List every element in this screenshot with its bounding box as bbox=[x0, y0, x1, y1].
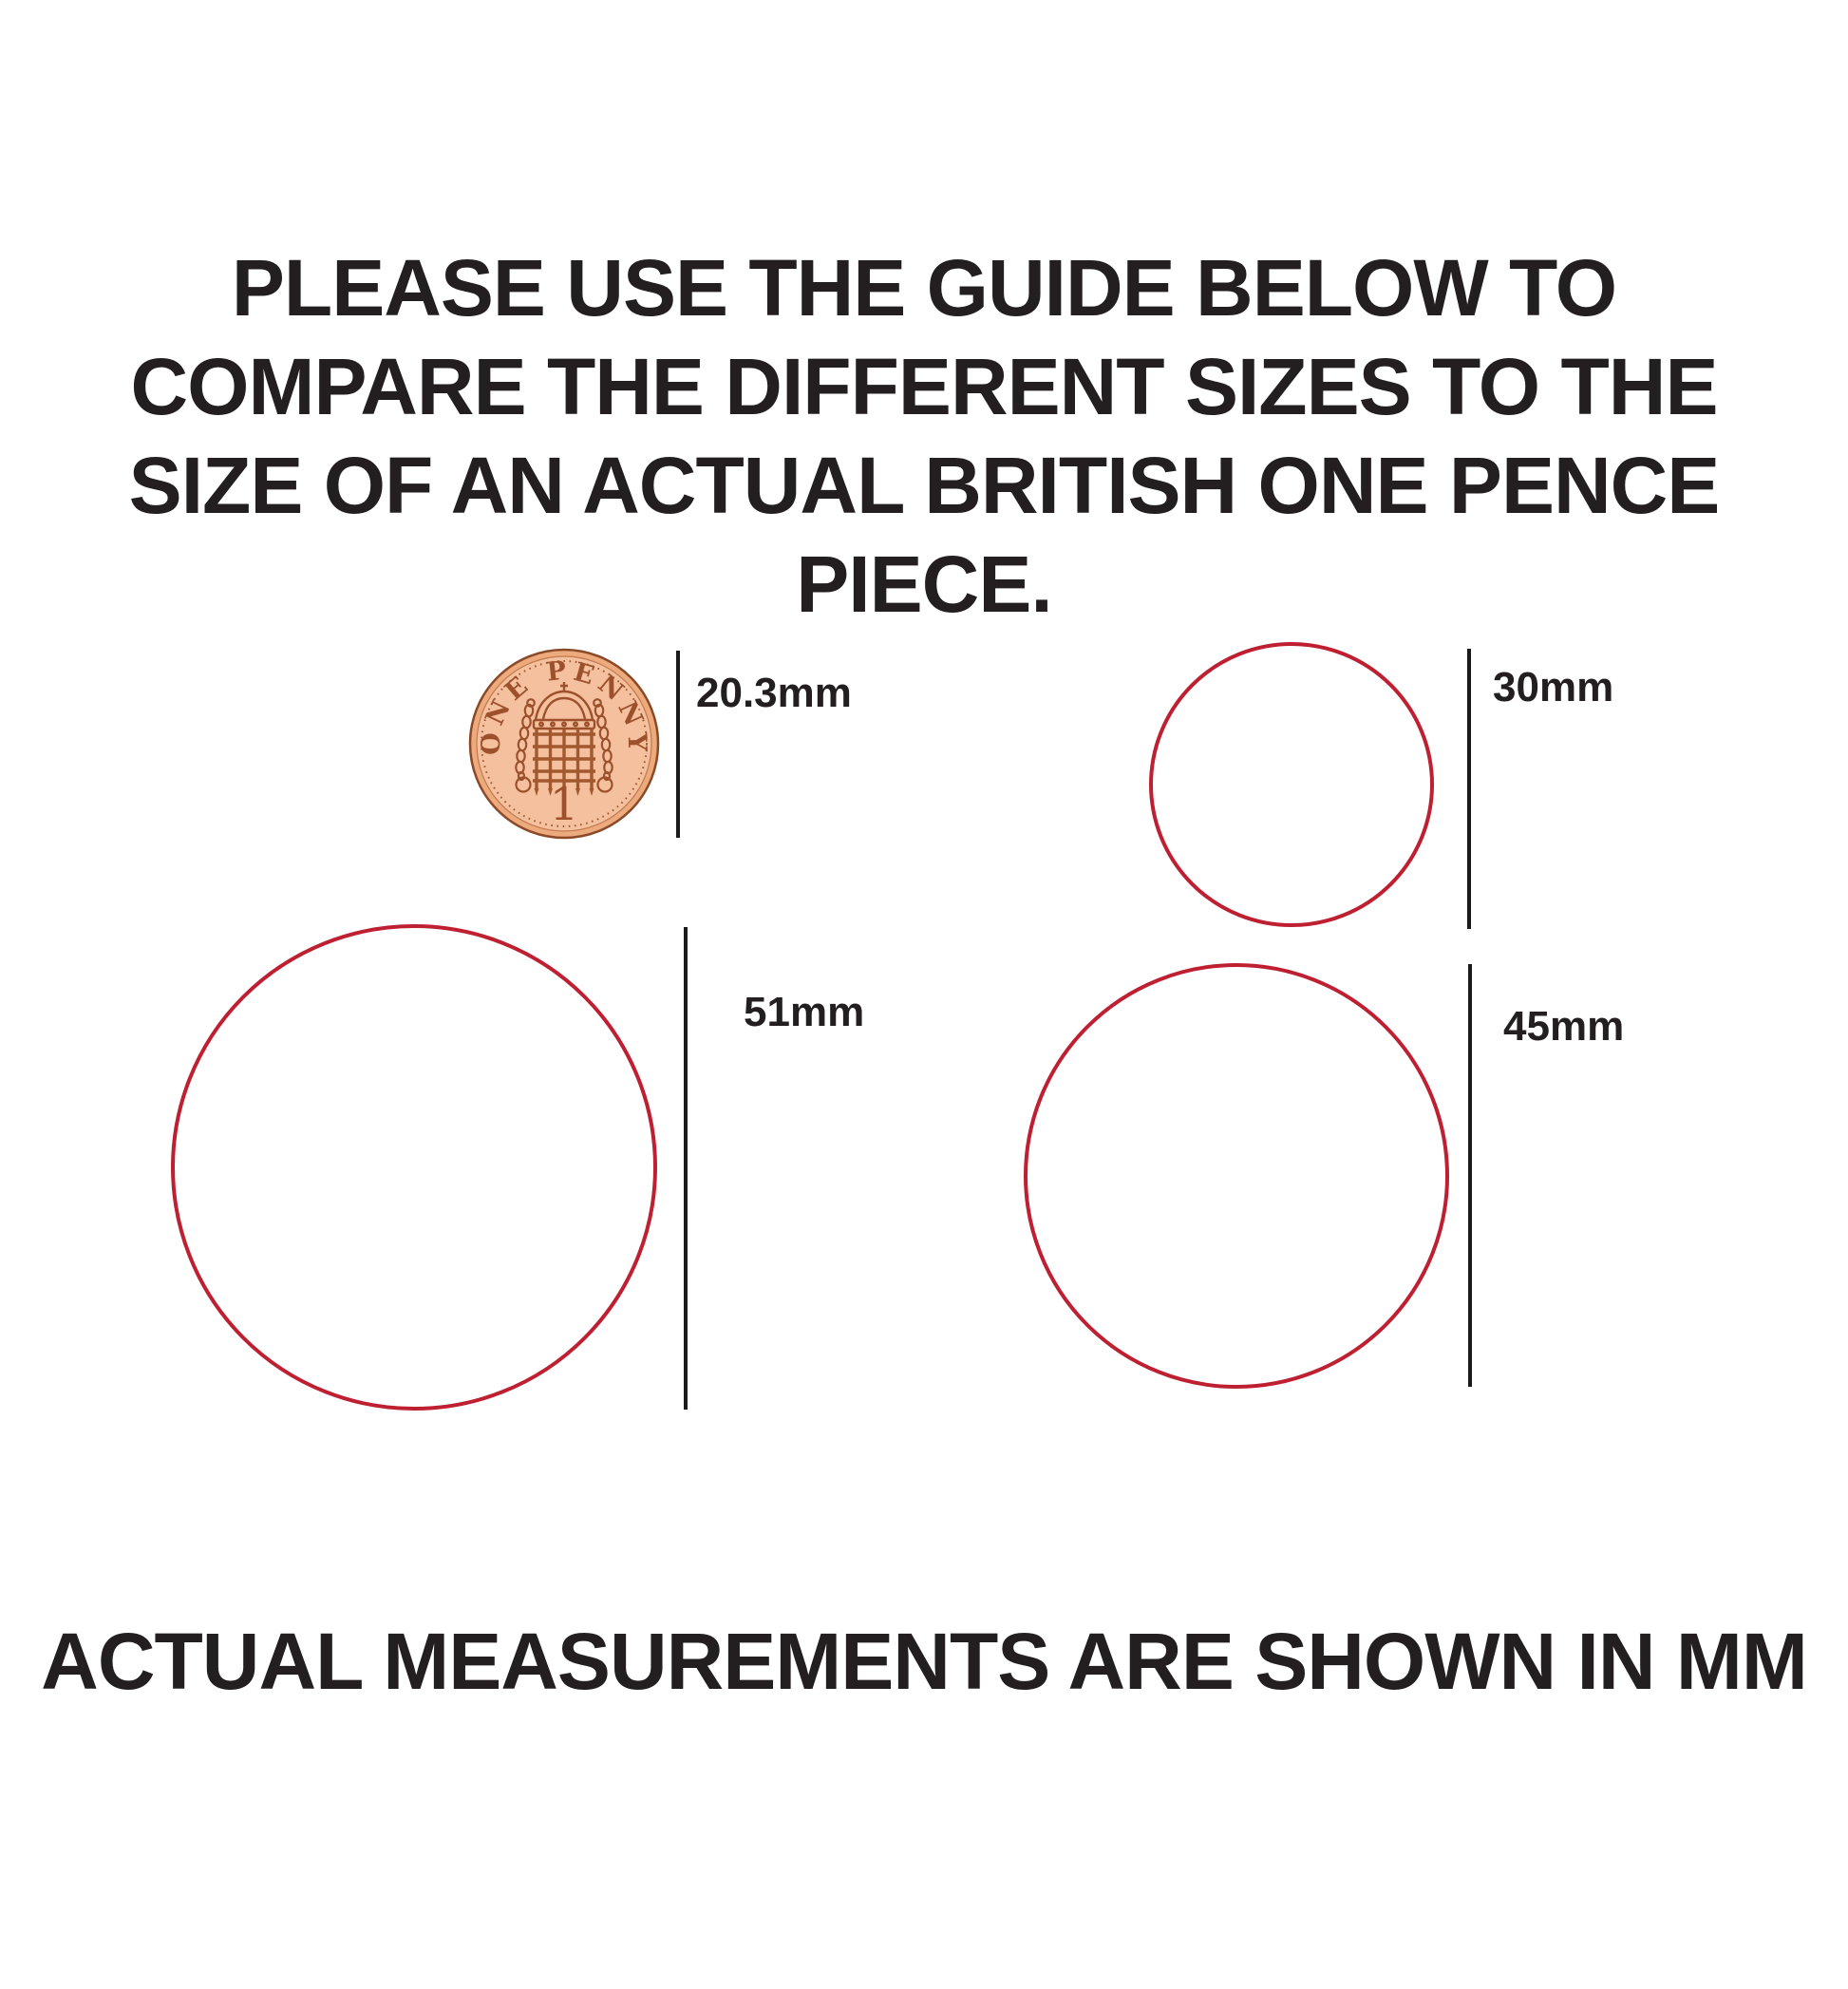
coin-numeral: 1 bbox=[550, 778, 579, 831]
heading-line-1: PLEASE USE THE GUIDE BELOW TO bbox=[231, 243, 1617, 332]
size-label-30mm: 30mm bbox=[1493, 664, 1614, 710]
ruler-line-penny bbox=[676, 651, 680, 838]
size-label-51mm: 51mm bbox=[744, 989, 865, 1035]
size-circle-30mm bbox=[1149, 642, 1434, 927]
ruler-line-45mm bbox=[1468, 964, 1472, 1387]
coin-portcullis-tips bbox=[534, 788, 594, 796]
size-label-45mm: 45mm bbox=[1503, 1003, 1625, 1050]
coin-dotted-border bbox=[481, 660, 648, 827]
size-circle-51mm bbox=[171, 924, 657, 1411]
heading-line-2: COMPARE THE DIFFERENT SIZES TO THE bbox=[130, 342, 1719, 431]
ruler-line-30mm bbox=[1467, 649, 1471, 929]
coin-chains bbox=[515, 698, 613, 793]
footer-note: ACTUAL MEASUREMENTS ARE SHOWN IN MM bbox=[41, 1617, 1808, 1706]
ruler-line-51mm bbox=[684, 927, 688, 1410]
heading-line-4: PIECE. bbox=[796, 540, 1052, 629]
heading-line-3: SIZE OF AN ACTUAL BRITISH ONE PENCE bbox=[128, 441, 1721, 530]
penny-coin-image: ONE PENNY bbox=[468, 648, 660, 840]
page-title: PLEASE USE THE GUIDE BELOW TO COMPARE TH… bbox=[0, 238, 1848, 634]
penny-size-label: 20.3mm bbox=[696, 670, 852, 716]
coin-crown bbox=[532, 682, 596, 730]
coin-portcullis bbox=[533, 729, 595, 788]
size-circle-45mm bbox=[1024, 963, 1449, 1389]
